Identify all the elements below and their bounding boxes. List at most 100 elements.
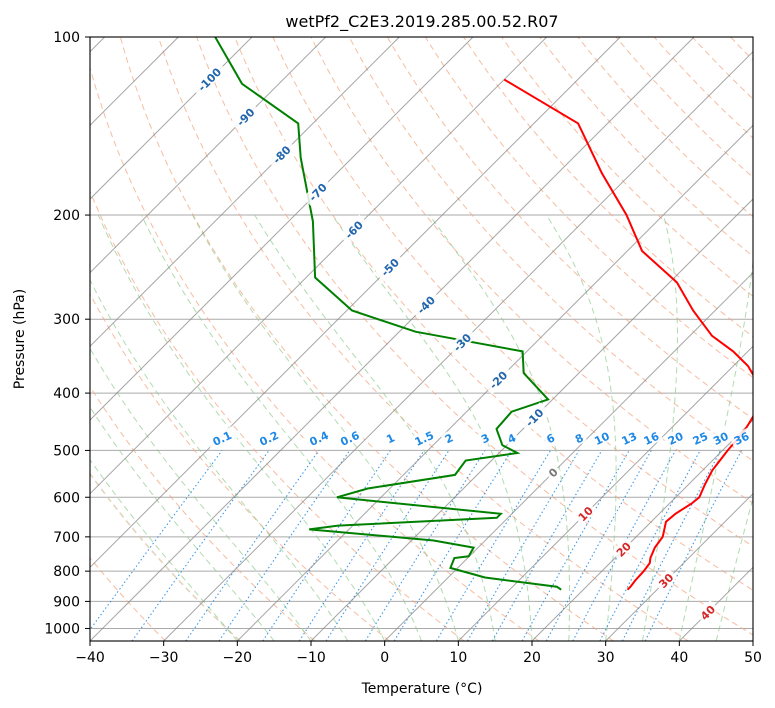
mixing-ratio-label: 36	[732, 430, 752, 448]
y-tick-label: 200	[53, 208, 80, 224]
x-axis-label: Temperature (°C)	[361, 681, 483, 697]
mixing-ratio-label: 16	[642, 430, 662, 448]
isotherm-label-bg	[410, 289, 441, 320]
dry-adiabat	[310, 37, 753, 504]
isotherm	[236, 124, 753, 641]
x-tick-label: −20	[223, 650, 253, 666]
moist-adiabat	[192, 214, 459, 641]
dry-adiabat	[348, 37, 753, 462]
y-tick-label: 500	[53, 443, 80, 459]
isotherm-label-bg	[374, 252, 405, 282]
mixing-ratio-line	[491, 450, 603, 641]
moist-adiabat	[90, 406, 275, 641]
dry-adiabat	[386, 37, 753, 420]
dry-adiabat	[119, 37, 614, 641]
mixing-ratio-line	[545, 450, 652, 641]
moist-adiabat	[90, 347, 312, 641]
moist-adiabat	[97, 214, 386, 641]
mixing-ratio-label-bg	[589, 427, 614, 449]
dry-adiabat	[90, 65, 540, 641]
mixing-ratio-line	[218, 450, 351, 641]
profiles	[214, 37, 753, 591]
mixing-ratio-label-bg	[381, 429, 399, 447]
dry-adiabat	[234, 37, 753, 591]
y-tick-label: 900	[53, 594, 80, 610]
dry-adiabat	[90, 472, 241, 641]
isotherm-label-bg	[302, 176, 333, 207]
chart-title: wetPf2_C2E3.2019.285.00.52.R07	[285, 12, 558, 32]
isotherm-label-bg	[519, 402, 549, 433]
dry-adiabat	[424, 37, 753, 379]
isotherm-label-bg	[230, 101, 261, 132]
mixing-ratio-line	[325, 450, 450, 641]
isotherm-label-bg	[266, 139, 297, 170]
x-tick-label: 30	[597, 650, 615, 666]
dry-adiabat-label-bg	[695, 600, 720, 625]
y-tick-label: 800	[53, 564, 80, 580]
x-tick-label: −10	[296, 650, 326, 666]
isotherm	[90, 37, 474, 421]
isotherm	[90, 37, 695, 641]
dry-adiabat	[90, 385, 316, 641]
x-tick-label: 50	[744, 650, 762, 666]
dry-adiabat	[615, 37, 753, 178]
moist-adiabat	[331, 214, 533, 641]
temperature-profile-line	[503, 78, 753, 591]
isotherm-label-bg	[338, 214, 369, 245]
isotherm	[605, 492, 753, 641]
x-tick-label: 10	[449, 650, 467, 666]
mixing-ratio-label-bg	[663, 427, 688, 449]
mixing-ratio-line	[131, 450, 270, 641]
isotherm	[90, 37, 548, 495]
x-tick-label: 40	[670, 650, 688, 666]
mixing-ratio-label-bg	[252, 425, 285, 451]
y-tick-label: 600	[53, 490, 80, 506]
mixing-ratio-label-bg	[503, 429, 520, 447]
mixing-ratio-label-bg	[541, 429, 559, 447]
y-tick-label: 700	[53, 530, 80, 546]
mixing-ratio-label-bg	[616, 427, 642, 449]
background-lines	[90, 37, 753, 641]
mixing-ratio-label-bg	[476, 429, 494, 447]
moist-adiabat	[140, 214, 422, 641]
x-tick-label: 0	[380, 650, 389, 666]
isotherm-label-bg	[191, 61, 228, 98]
plot-frame	[89, 36, 754, 642]
isotherm-label-bg	[543, 463, 562, 482]
dry-adiabat	[90, 292, 390, 641]
y-tick-label: 400	[53, 386, 80, 402]
mixing-ratio-line	[393, 450, 513, 641]
x-axis: −40 −30 −20 −10 0 10 20 30 40 50	[75, 641, 762, 666]
mixing-ratio-label-bg	[440, 429, 458, 447]
y-axis: 100 200 300 400 500 600 700 800 900 1000	[44, 30, 90, 637]
y-tick-label: 1000	[44, 621, 80, 637]
x-tick-label: −30	[149, 650, 179, 666]
isotherm-label-bg	[446, 327, 477, 358]
isotherm	[531, 419, 753, 641]
mixing-ratio-line	[521, 450, 630, 641]
y-tick-label: 300	[53, 312, 80, 328]
dry-adiabat	[90, 189, 465, 641]
mixing-ratio-label: 30	[711, 430, 731, 448]
dry-adiabat	[272, 37, 753, 547]
isotherm	[310, 198, 753, 641]
dry-adiabat-label-bg	[653, 568, 678, 593]
y-tick-label: 100	[53, 30, 80, 46]
dry-adiabat	[539, 37, 753, 257]
dry-adiabat	[501, 37, 753, 298]
moist-adiabat	[678, 258, 753, 641]
dry-adiabat	[196, 37, 753, 636]
mixing-ratio-label: 13	[620, 430, 639, 448]
mixing-ratio-line	[572, 450, 676, 641]
x-tick-label: −40	[75, 650, 105, 666]
moist-adiabat	[90, 458, 238, 641]
mixing-ratio-label: 25	[691, 430, 710, 448]
moist-adiabat	[642, 214, 678, 641]
isotherm	[90, 37, 253, 200]
dry-adiabat	[158, 37, 689, 641]
mixing-ratio-line	[467, 450, 580, 641]
dry-adiabat-label-bg	[611, 537, 636, 561]
isotherm	[384, 271, 753, 641]
mixing-ratio-label-bg	[687, 427, 713, 449]
